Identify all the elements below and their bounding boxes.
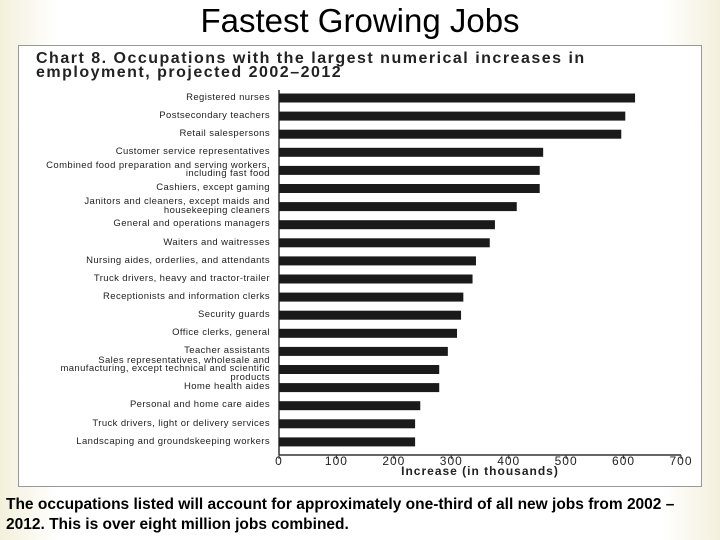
bar (279, 365, 440, 374)
category-label: Sales representatives, wholesale and man… (60, 354, 270, 383)
x-tick-label: 400 (497, 454, 520, 468)
bar (279, 111, 626, 121)
category-label: General and operations managers (113, 218, 270, 230)
bar (279, 383, 440, 393)
category-label: Teacher assistants (184, 345, 270, 357)
bar (279, 220, 495, 230)
x-tick-label: 100 (325, 454, 348, 468)
bar (279, 147, 544, 157)
category-label: Janitors and cleaners, except maids and … (84, 196, 270, 216)
x-tick-label: 600 (612, 454, 635, 468)
category-label: Receptionists and information clerks (103, 290, 270, 302)
category-label: Registered nurses (186, 91, 270, 103)
category-label: Waiters and waitresses (163, 236, 270, 248)
category-label: Postsecondary teachers (159, 109, 270, 121)
category-label: Personal and home care aides (129, 399, 270, 411)
chart-title: Chart 8. Occupations with the largest nu… (36, 50, 586, 81)
bar (279, 346, 448, 356)
bar (279, 238, 490, 248)
x-tick-label: 500 (555, 454, 578, 468)
bar (279, 93, 636, 103)
bar (279, 274, 473, 284)
bar (279, 256, 476, 266)
bar (279, 328, 458, 338)
bar (279, 401, 421, 411)
category-label: Truck drivers, heavy and tractor-trailer (93, 272, 270, 284)
category-label: Truck drivers, light or delivery service… (92, 417, 270, 429)
bar (279, 310, 462, 320)
x-tick-label: 200 (382, 454, 405, 468)
category-label: Security guards (197, 308, 270, 320)
category-label: Office clerks, general (172, 327, 270, 339)
category-label: Home health aides (183, 381, 270, 393)
bar (279, 419, 416, 429)
x-axis-label: Increase (in thousands) (401, 464, 559, 478)
category-label: Nursing aides, orderlies, and attendants (86, 254, 270, 266)
bar (279, 184, 540, 193)
x-tick-label: 300 (440, 454, 463, 468)
category-label: Cashiers, except gaming (156, 182, 270, 194)
x-tick-label: 700 (669, 454, 692, 468)
bar (279, 437, 416, 447)
bar (279, 165, 540, 175)
bar (279, 292, 464, 302)
slide-title: Fastest Growing Jobs (200, 2, 520, 39)
category-label: Combined food preparation and serving wo… (46, 159, 270, 180)
category-label: Landscaping and groundskeeping workers (76, 435, 270, 447)
bar (279, 129, 622, 139)
x-tick-label: 0 (275, 454, 283, 468)
caption: The occupations listed will account for … (6, 496, 675, 533)
category-label: Retail salespersons (179, 127, 270, 139)
category-label: Customer service representatives (115, 146, 270, 158)
bar (279, 202, 517, 212)
